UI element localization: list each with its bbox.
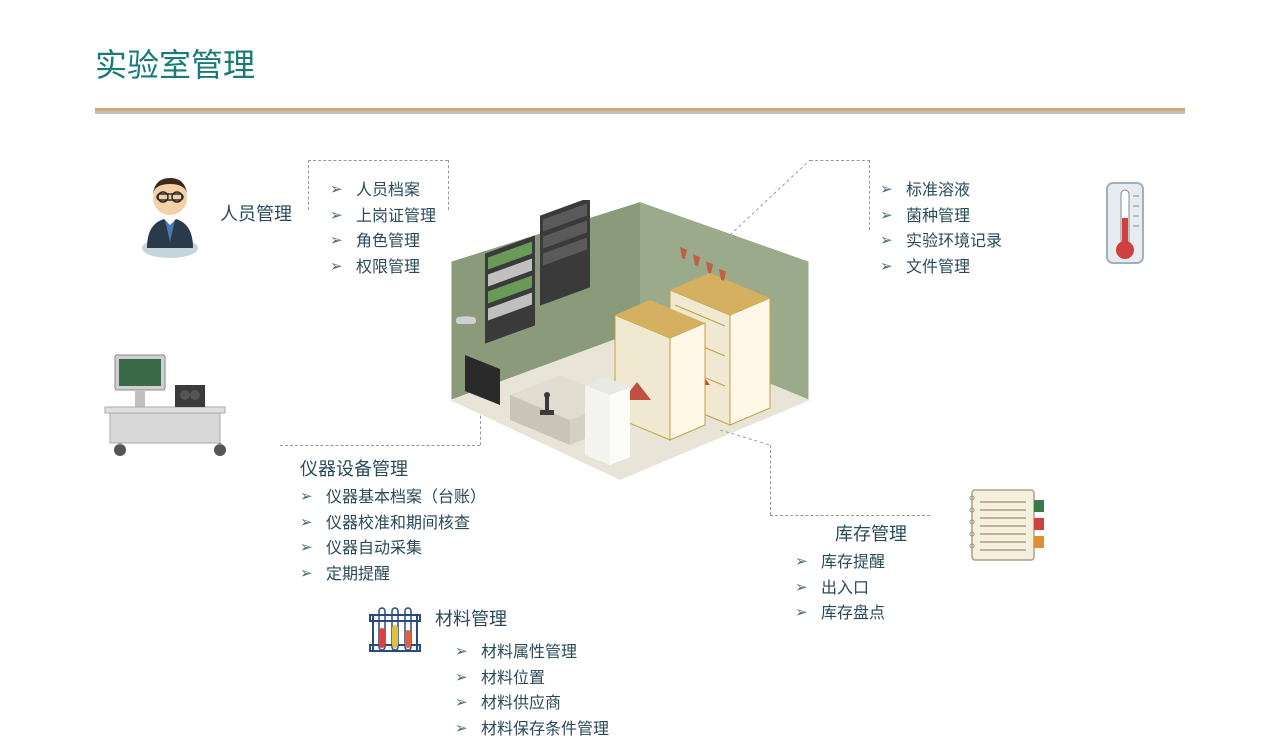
list-item: 定期提醒 <box>300 562 486 588</box>
list-item: 库存提醒 <box>795 550 885 576</box>
list-item: 角色管理 <box>330 229 436 255</box>
stock-label: 库存管理 <box>835 520 907 546</box>
environment-list: 标准溶液 菌种管理 实验环境记录 文件管理 <box>880 178 1002 280</box>
list-item: 文件管理 <box>880 255 1002 281</box>
title-divider <box>95 108 1185 114</box>
list-item: 实验环境记录 <box>880 229 1002 255</box>
testtubes-icon <box>365 600 425 665</box>
list-item: 库存盘点 <box>795 601 885 627</box>
list-item: 出入口 <box>795 576 885 602</box>
thermometer-icon <box>1095 178 1155 283</box>
list-item: 人员档案 <box>330 178 436 204</box>
list-item: 仪器自动采集 <box>300 536 486 562</box>
stock-connector-h <box>770 515 930 516</box>
list-item: 材料保存条件管理 <box>455 717 609 742</box>
equipment-list: 仪器基本档案（台账） 仪器校准和期间核查 仪器自动采集 定期提醒 <box>300 485 486 587</box>
list-item: 标准溶液 <box>880 178 1002 204</box>
workstation-icon <box>95 345 245 470</box>
stock-list: 库存提醒 出入口 库存盘点 <box>795 550 885 627</box>
list-item: 材料位置 <box>455 666 609 692</box>
room-to-stock-line <box>720 430 780 520</box>
material-list: 材料属性管理 材料位置 材料供应商 材料保存条件管理 <box>455 640 609 742</box>
list-item: 上岗证管理 <box>330 204 436 230</box>
person-icon <box>135 170 205 265</box>
personnel-to-room-line <box>448 160 449 210</box>
page-title: 实验室管理 <box>95 40 255 86</box>
equipment-label: 仪器设备管理 <box>300 455 408 481</box>
personnel-label: 人员管理 <box>220 200 292 226</box>
list-item: 材料供应商 <box>455 691 609 717</box>
list-item: 权限管理 <box>330 255 436 281</box>
list-item: 仪器校准和期间核查 <box>300 511 486 537</box>
notebook-icon <box>960 480 1050 575</box>
room-to-env-line <box>730 160 820 240</box>
list-item: 材料属性管理 <box>455 640 609 666</box>
personnel-list: 人员档案 上岗证管理 角色管理 权限管理 <box>330 178 436 280</box>
material-label: 材料管理 <box>435 605 507 631</box>
list-item: 菌种管理 <box>880 204 1002 230</box>
